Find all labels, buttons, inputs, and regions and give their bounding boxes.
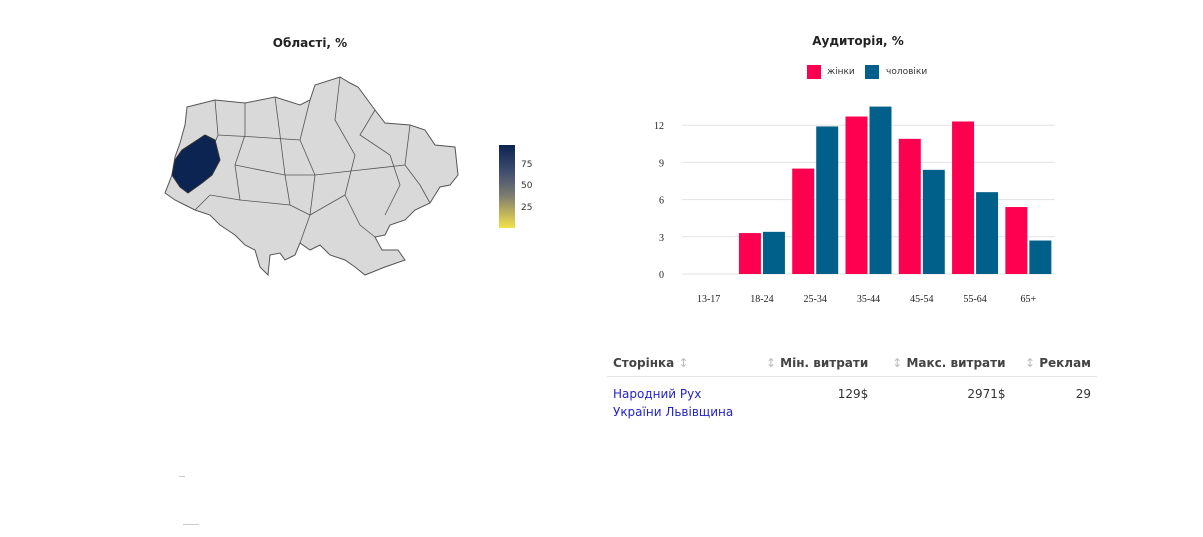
table-row: Народний Рух України Львівщина 129$ 2971… xyxy=(607,377,1097,430)
header-label: Макс. витрати xyxy=(906,356,1006,370)
legend-swatch-women xyxy=(807,65,821,79)
divider xyxy=(183,524,199,525)
bar-women xyxy=(792,168,815,274)
y-tick-label: 3 xyxy=(659,233,664,244)
colorbar-tick: 25 xyxy=(521,203,533,213)
col-min-spend[interactable]: ↕ Мін. витрати xyxy=(749,350,875,377)
legend-label-men[interactable]: чоловіки xyxy=(886,67,928,77)
header-label: Мін. витрати xyxy=(780,356,869,370)
col-max-spend[interactable]: ↕ Макс. витрати xyxy=(874,350,1012,377)
sort-icon[interactable]: ↕ xyxy=(765,356,776,370)
ukraine-regions-map xyxy=(164,76,459,277)
bar-men xyxy=(869,106,892,274)
header-label: Реклам xyxy=(1039,356,1091,370)
colorbar-tick: 50 xyxy=(521,181,533,191)
y-tick-label: 0 xyxy=(659,270,664,281)
region-lviv xyxy=(171,134,221,194)
x-tick-label: 25-34 xyxy=(804,294,827,305)
header-label: Сторінка xyxy=(613,356,675,370)
x-tick-label: 18-24 xyxy=(750,294,773,305)
sort-icon[interactable]: ↕ xyxy=(1024,356,1036,370)
x-tick-label: 65+ xyxy=(1021,294,1037,305)
region-borders xyxy=(194,76,431,244)
y-tick-label: 9 xyxy=(659,158,664,169)
y-tick-label: 6 xyxy=(659,196,664,207)
col-page[interactable]: Сторінка ↕ xyxy=(607,350,749,377)
page-link[interactable]: Народний Рух України Львівщина xyxy=(613,387,734,419)
map-title: Області, % xyxy=(272,36,348,50)
bar-men xyxy=(762,231,785,274)
bar-women xyxy=(845,116,868,274)
bar-men xyxy=(816,126,839,274)
x-tick-label: 45-54 xyxy=(910,294,933,305)
bar-women xyxy=(1005,207,1028,274)
bar-women xyxy=(952,121,975,274)
bar-men xyxy=(922,169,945,274)
x-tick-label: 35-44 xyxy=(857,294,880,305)
colorbar-tick: 75 xyxy=(521,160,533,170)
max-spend: 2971$ xyxy=(967,387,1006,401)
bar-women xyxy=(898,138,921,274)
min-spend: 129$ xyxy=(837,387,869,401)
divider xyxy=(179,476,185,477)
y-tick-label: 12 xyxy=(654,121,664,132)
legend-label-women[interactable]: жінки xyxy=(827,67,855,77)
colorbar xyxy=(499,145,515,228)
bar-men xyxy=(1029,240,1052,274)
col-ads[interactable]: ↕ Реклам xyxy=(1011,350,1097,377)
x-tick-label: 13-17 xyxy=(697,294,720,305)
legend-swatch-men xyxy=(865,65,879,79)
sort-icon[interactable]: ↕ xyxy=(892,356,903,370)
ads-count: 29 xyxy=(1075,387,1091,401)
chart-title: Аудиторія, % xyxy=(812,34,904,48)
bar-men xyxy=(976,192,999,274)
ukraine-outline xyxy=(164,76,459,277)
sort-icon[interactable]: ↕ xyxy=(678,356,689,370)
age-bar-chart: 0 3 6 9 12 13-17 18-24 25-34 35-44 45-54 55-64 65+ xyxy=(654,106,1055,305)
ads-table: Сторінка ↕ ↕ Мін. витрати ↕ Макс. витрат… xyxy=(607,350,1097,429)
bar-women xyxy=(738,233,761,274)
x-tick-label: 55-64 xyxy=(963,294,986,305)
